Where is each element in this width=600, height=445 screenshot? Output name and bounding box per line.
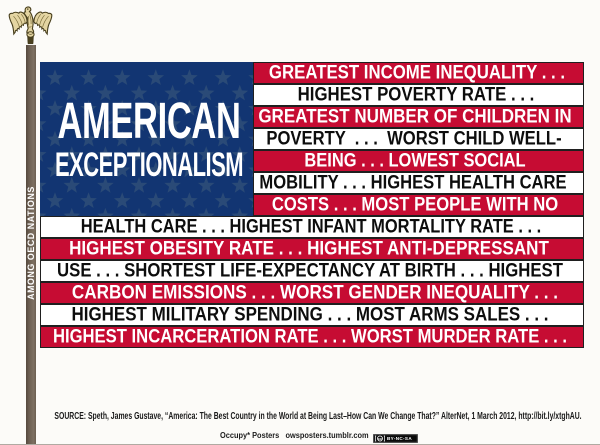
svg-text:cc: cc xyxy=(377,437,381,441)
svg-text:BY-NC-SA: BY-NC-SA xyxy=(387,436,412,441)
